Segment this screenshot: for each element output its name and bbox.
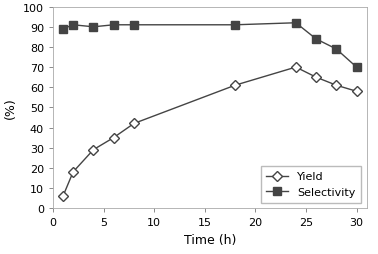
Selectivity bbox=[354, 66, 359, 69]
Selectivity bbox=[294, 22, 298, 25]
Selectivity bbox=[334, 48, 339, 51]
Yield bbox=[91, 149, 96, 152]
Selectivity bbox=[61, 28, 65, 31]
Yield bbox=[61, 195, 65, 198]
Line: Yield: Yield bbox=[60, 64, 360, 200]
Yield bbox=[233, 84, 237, 87]
Selectivity bbox=[233, 24, 237, 27]
Selectivity bbox=[71, 24, 76, 27]
Yield bbox=[71, 171, 76, 174]
Y-axis label: (%): (%) bbox=[4, 97, 17, 119]
Yield bbox=[354, 90, 359, 93]
Selectivity bbox=[132, 24, 136, 27]
Selectivity bbox=[314, 38, 318, 41]
Selectivity bbox=[91, 26, 96, 29]
Yield bbox=[112, 137, 116, 140]
Line: Selectivity: Selectivity bbox=[59, 20, 361, 72]
Legend: Yield, Selectivity: Yield, Selectivity bbox=[260, 166, 361, 203]
Yield bbox=[334, 84, 339, 87]
Yield bbox=[294, 66, 298, 69]
Yield bbox=[132, 122, 136, 125]
Selectivity bbox=[112, 24, 116, 27]
Yield bbox=[314, 76, 318, 79]
X-axis label: Time (h): Time (h) bbox=[184, 233, 236, 246]
